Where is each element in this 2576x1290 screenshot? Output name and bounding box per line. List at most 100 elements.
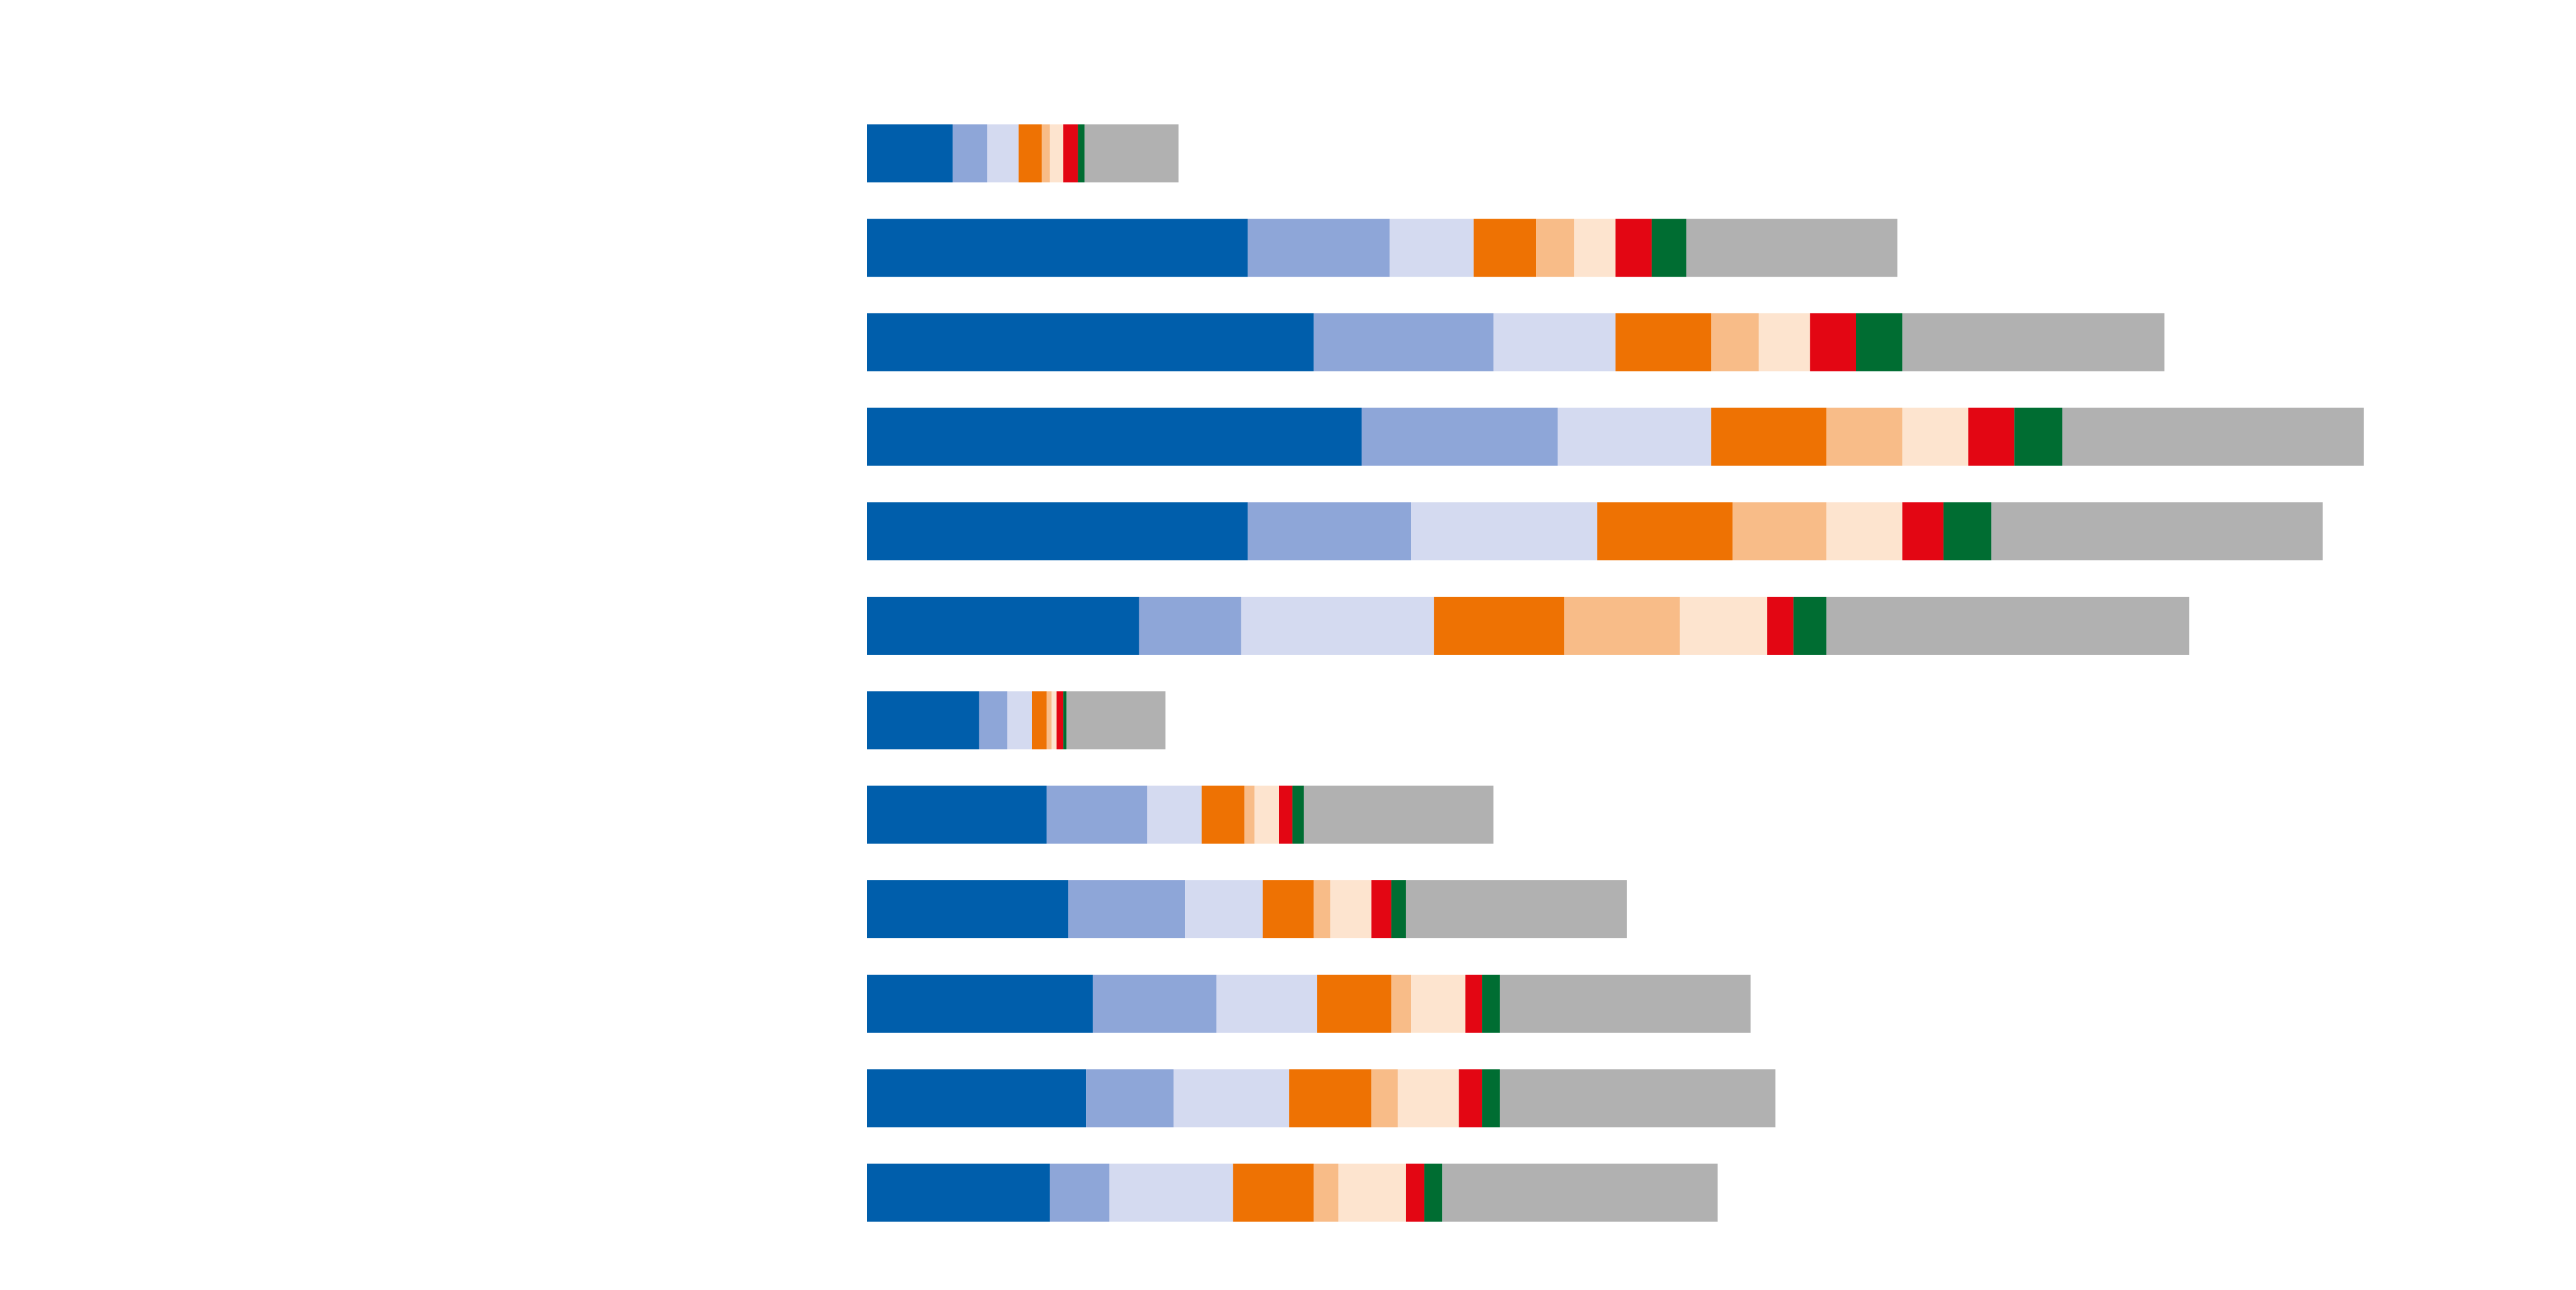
bar-segment: [1147, 785, 1202, 844]
bar-segment: [1241, 597, 1434, 655]
bar-segment: [1084, 124, 1179, 183]
bar-segment: [1216, 974, 1318, 1033]
bar-segment: [867, 313, 1314, 371]
bar-segment: [1406, 880, 1627, 939]
bar-segment: [1767, 597, 1794, 655]
bar-segment: [1406, 1164, 1424, 1222]
bar-segment: [1652, 219, 1686, 277]
bar-segment: [1050, 124, 1064, 183]
bar-segment: [1007, 691, 1032, 749]
bar-segment: [1086, 1069, 1174, 1128]
bar-segment: [1247, 219, 1390, 277]
bar-segment: [1247, 502, 1411, 561]
bar-segment: [1032, 691, 1047, 749]
bar-segment: [1063, 691, 1067, 749]
bar-segment: [1902, 313, 2164, 371]
bar-segment: [1139, 597, 1241, 655]
bar-segment: [1473, 219, 1537, 277]
bar-segment: [1042, 124, 1050, 183]
bar-segment: [1066, 691, 1166, 749]
bar-segment: [1279, 785, 1293, 844]
bar-segment: [1391, 974, 1411, 1033]
bar-segment: [1442, 1164, 1718, 1222]
bar-segment: [867, 407, 1362, 466]
bar-segment: [1362, 407, 1558, 466]
bar-segment: [1092, 974, 1217, 1033]
bar-segment: [1465, 974, 1482, 1033]
bar-segment: [1686, 219, 1898, 277]
bar-segment: [1991, 502, 2323, 561]
bar-segment: [1459, 1069, 1482, 1128]
bar-segment: [1304, 785, 1493, 844]
bar-segment: [1482, 974, 1500, 1033]
bar-segment: [952, 124, 988, 183]
bar-segment: [1732, 502, 1827, 561]
bar-segment: [1615, 219, 1652, 277]
bar-segment: [1047, 691, 1052, 749]
bar-segment: [1500, 974, 1751, 1033]
bar-segment: [867, 502, 1248, 561]
bar-segment: [1615, 313, 1711, 371]
bar-segment: [1856, 313, 1903, 371]
bar-segment: [1536, 219, 1575, 277]
bar-segment: [1564, 597, 1680, 655]
bar-segment: [1389, 219, 1474, 277]
bar-segment: [1338, 1164, 1406, 1222]
bar-segment: [2062, 407, 2364, 466]
bar-segment: [1244, 785, 1255, 844]
bar-segment: [1313, 1164, 1339, 1222]
bar-segment: [1968, 407, 2015, 466]
bar-segment: [1330, 880, 1372, 939]
bar-segment: [1292, 785, 1304, 844]
bar-segment: [979, 691, 1007, 749]
bar-segment: [1434, 597, 1565, 655]
bar-segment: [1826, 597, 2190, 655]
bar-segment: [1793, 597, 1827, 655]
bar-segment: [867, 124, 953, 183]
bar-segment: [1078, 124, 1085, 183]
bar-segment: [1233, 1164, 1314, 1222]
bar-segment: [2014, 407, 2063, 466]
bar-segment: [1574, 219, 1616, 277]
bar-segment: [1680, 597, 1768, 655]
bar-segment: [1826, 502, 1903, 561]
bar-segment: [1902, 502, 1944, 561]
bar-segment: [1051, 691, 1057, 749]
bar-segment: [1597, 502, 1733, 561]
bar-segment: [1758, 313, 1810, 371]
bar-segment: [1810, 313, 1856, 371]
bar-segment: [1500, 1069, 1776, 1128]
bar-segment: [1411, 502, 1598, 561]
bar-segment: [1943, 502, 1992, 561]
bar-segment: [1391, 880, 1406, 939]
bar-segment: [1411, 974, 1466, 1033]
bar-segment: [867, 785, 1047, 844]
bar-segment: [1711, 407, 1827, 466]
bar-segment: [1902, 407, 1968, 466]
bar-segment: [1254, 785, 1279, 844]
bar-segment: [1558, 407, 1711, 466]
bar-segment: [1493, 313, 1616, 371]
bar-segment: [1398, 1069, 1459, 1128]
bar-segment: [1018, 124, 1042, 183]
bar-segment: [1371, 1069, 1398, 1128]
bar-segment: [1313, 880, 1330, 939]
bar-segment: [1317, 974, 1391, 1033]
bar-segment: [867, 974, 1093, 1033]
bar-segment: [1826, 407, 1903, 466]
bar-segment: [1063, 124, 1078, 183]
bar-segment: [1047, 785, 1147, 844]
bar-segment: [1202, 785, 1245, 844]
bar-segment: [1424, 1164, 1443, 1222]
bar-segment: [987, 124, 1019, 183]
bar-segment: [867, 219, 1248, 277]
bar-segment: [867, 880, 1068, 939]
bar-segment: [1371, 880, 1391, 939]
bar-segment: [1313, 313, 1493, 371]
bar-segment: [867, 691, 979, 749]
bar-segment: [1050, 1164, 1109, 1222]
bar-segment: [1482, 1069, 1500, 1128]
bar-segment: [867, 1069, 1087, 1128]
